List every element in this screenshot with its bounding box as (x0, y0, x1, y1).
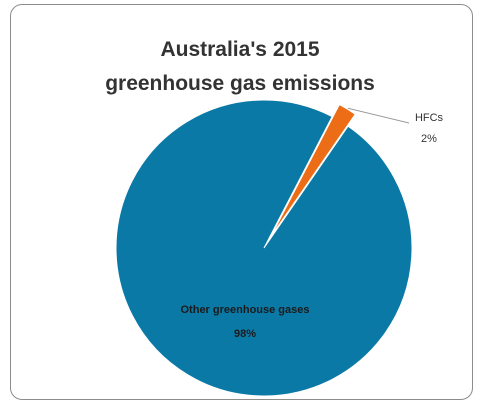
other-gases-percent-label: 98% (234, 328, 256, 340)
pie-slice-hfcs (270, 103, 356, 237)
hfcs-percent-label: 2% (421, 133, 437, 145)
pie-slice-other-greenhouse-gases (115, 99, 413, 397)
chart-title-line-2: greenhouse gas emissions (105, 72, 375, 95)
other-gases-category-label: Other greenhouse gases (181, 304, 310, 316)
hfcs-leader-line (347, 107, 410, 124)
hfcs-category-label: HFCs (415, 112, 444, 124)
chart-title-line-1: Australia's 2015 (160, 38, 319, 61)
